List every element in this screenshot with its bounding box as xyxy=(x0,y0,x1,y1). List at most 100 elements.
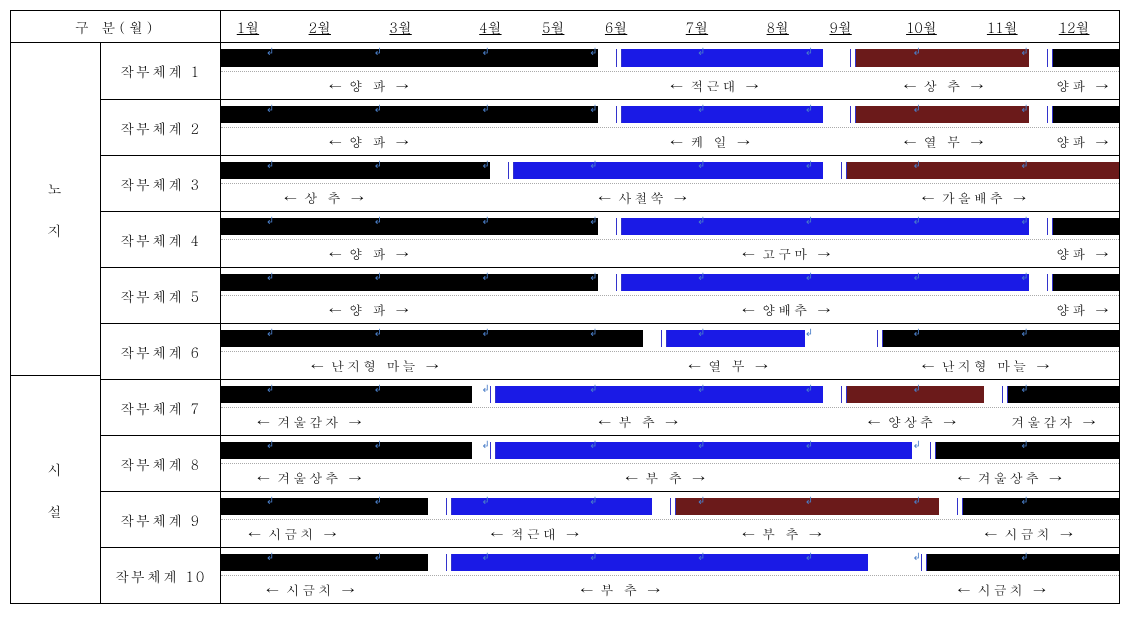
edit-marker-icon: ↲ xyxy=(805,325,813,339)
gantt-bar xyxy=(957,498,1119,515)
bar-separator xyxy=(850,106,856,123)
crop-label: ← 양 파 → xyxy=(329,244,409,263)
crop-label: 겨울감자 → xyxy=(1011,412,1095,431)
crop-label: ← 시금치 → xyxy=(248,524,337,543)
label-track: ← 겨울감자 →← 부 추 →← 양상추 →겨울감자 → xyxy=(221,408,1119,435)
bar-separator xyxy=(877,330,883,347)
month-label: 8월 xyxy=(767,17,789,37)
bar-track: ↲↲↲↲↲↲↲↲ xyxy=(221,156,1119,184)
bar-track: ↲↲↲↲↲↲↲↲ xyxy=(221,43,1119,72)
table-body: 노지시설 작부체계 1↲↲↲↲↲↲↲↲← 양 파 →← 적근대 →← 상 추 →… xyxy=(11,43,1119,603)
bar-separator xyxy=(490,386,496,403)
gantt-bar xyxy=(221,442,472,459)
crop-label: 양파 → xyxy=(1056,244,1108,263)
gantt-bar xyxy=(930,442,1119,459)
bar-track: ↲↲↲↲↲↲↲↲ xyxy=(221,268,1119,296)
schedule-row: 작부체계 1↲↲↲↲↲↲↲↲← 양 파 →← 적근대 →← 상 추 →양파 → xyxy=(101,43,1119,99)
gantt-bar xyxy=(221,274,598,291)
schedule-row: 작부체계 7↲↲↲↲↲↲↲↲← 겨울감자 →← 부 추 →← 양상추 →겨울감자… xyxy=(101,379,1119,435)
crop-label: ← 양 파 → xyxy=(329,76,409,95)
row-label: 작부체계 1 xyxy=(101,43,221,99)
gantt-bar xyxy=(616,218,1029,235)
bar-separator xyxy=(1047,218,1053,235)
gantt-bar xyxy=(841,386,985,403)
label-track: ← 난지형 마늘 →← 열 무 →← 난지형 마늘 → xyxy=(221,352,1119,379)
schedule-row: 작부체계 4↲↲↲↲↲↲↲↲← 양 파 →← 고구마 →양파 → xyxy=(101,211,1119,267)
label-track: ← 상 추 →← 사철쑥 →← 가을배추 → xyxy=(221,184,1119,211)
header-category: 구 분(월) xyxy=(11,11,221,42)
schedule-row: 작부체계 8↲↲↲↲↲↲↲↲← 겨울상추 →← 부 추 →← 겨울상추 → xyxy=(101,435,1119,491)
bar-track: ↲↲↲↲↲↲↲↲ xyxy=(221,548,1119,576)
row-chart: ↲↲↲↲↲↲↲↲← 상 추 →← 사철쑥 →← 가을배추 → xyxy=(221,156,1119,211)
row-chart: ↲↲↲↲↲↲↲↲← 양 파 →← 적근대 →← 상 추 →양파 → xyxy=(221,43,1119,99)
crop-label: ← 겨울상추 → xyxy=(257,468,362,487)
row-chart: ↲↲↲↲↲↲↲↲← 겨울감자 →← 부 추 →← 양상추 →겨울감자 → xyxy=(221,380,1119,435)
bar-track: ↲↲↲↲↲↲↲↲ xyxy=(221,380,1119,408)
crop-label: ← 부 추 → xyxy=(598,412,678,431)
bar-separator xyxy=(616,49,622,67)
gantt-bar xyxy=(1047,218,1119,235)
gantt-bar xyxy=(877,330,1119,347)
bar-separator xyxy=(1047,106,1053,123)
bar-separator xyxy=(616,274,622,291)
gantt-bar xyxy=(221,162,490,179)
crop-label: ← 난지형 마늘 → xyxy=(311,356,439,375)
row-label: 작부체계 6 xyxy=(101,324,221,379)
bar-separator xyxy=(850,49,856,67)
bar-separator xyxy=(490,442,496,459)
row-chart: ↲↲↲↲↲↲↲↲← 양 파 →← 고구마 →양파 → xyxy=(221,212,1119,267)
row-label: 작부체계 3 xyxy=(101,156,221,211)
crop-label: ← 겨울감자 → xyxy=(257,412,362,431)
schedule-row: 작부체계 10↲↲↲↲↲↲↲↲← 시금치 →← 부 추 →← 시금치 → xyxy=(101,547,1119,603)
row-label: 작부체계 9 xyxy=(101,492,221,547)
row-label: 작부체계 5 xyxy=(101,268,221,323)
crop-label: ← 양배추 → xyxy=(742,300,831,319)
gantt-bar xyxy=(221,386,472,403)
bar-separator xyxy=(446,498,452,515)
schedule-row: 작부체계 6↲↲↲↲↲↲↲↲← 난지형 마늘 →← 열 무 →← 난지형 마늘 … xyxy=(101,323,1119,379)
crop-label: ← 상 추 → xyxy=(903,76,983,95)
crop-label: ← 사철쑥 → xyxy=(598,188,687,207)
row-label: 작부체계 10 xyxy=(101,548,221,603)
bar-separator xyxy=(616,218,622,235)
gantt-bar xyxy=(490,386,822,403)
bar-track: ↲↲↲↲↲↲↲↲ xyxy=(221,492,1119,520)
gantt-bar xyxy=(661,330,805,347)
gantt-bar xyxy=(221,554,428,571)
gantt-bar xyxy=(446,498,653,515)
bar-separator xyxy=(930,442,936,459)
crop-label: ← 부 추 → xyxy=(742,524,822,543)
gantt-bar xyxy=(1047,49,1119,67)
gantt-bar xyxy=(508,162,822,179)
label-track: ← 양 파 →← 적근대 →← 상 추 →양파 → xyxy=(221,72,1119,100)
group-cell: 시설 xyxy=(11,375,100,603)
crop-label: 양파 → xyxy=(1056,76,1108,95)
bar-track: ↲↲↲↲↲↲↲↲ xyxy=(221,324,1119,352)
row-chart: ↲↲↲↲↲↲↲↲← 난지형 마늘 →← 열 무 →← 난지형 마늘 → xyxy=(221,324,1119,379)
bar-track: ↲↲↲↲↲↲↲↲ xyxy=(221,100,1119,128)
rows-column: 작부체계 1↲↲↲↲↲↲↲↲← 양 파 →← 적근대 →← 상 추 →양파 →작… xyxy=(101,43,1119,603)
gantt-bar xyxy=(1047,274,1119,291)
bar-separator xyxy=(1047,274,1053,291)
edit-marker-icon: ↲ xyxy=(912,437,920,451)
gantt-bar xyxy=(850,106,1030,123)
gantt-bar xyxy=(490,442,912,459)
schedule-row: 작부체계 9↲↲↲↲↲↲↲↲← 시금치 →← 적근대 →← 부 추 →← 시금치… xyxy=(101,491,1119,547)
group-cell: 노지 xyxy=(11,43,100,375)
crop-label: ← 시금치 → xyxy=(957,580,1046,599)
label-track: ← 양 파 →← 케 일 →← 열 무 →양파 → xyxy=(221,128,1119,155)
gantt-bar xyxy=(221,218,598,235)
gantt-bar xyxy=(616,274,1029,291)
row-label: 작부체계 7 xyxy=(101,380,221,435)
crop-label: ← 난지형 마늘 → xyxy=(921,356,1049,375)
month-label: 2월 xyxy=(309,17,331,37)
bar-track: ↲↲↲↲↲↲↲↲ xyxy=(221,212,1119,240)
crop-label: 양파 → xyxy=(1056,132,1108,151)
month-label: 12월 xyxy=(1059,17,1090,37)
crop-label: ← 열 무 → xyxy=(903,132,983,151)
row-label: 작부체계 4 xyxy=(101,212,221,267)
crop-label: 양파 → xyxy=(1056,300,1108,319)
crop-label: ← 부 추 → xyxy=(580,580,660,599)
crop-label: ← 적근대 → xyxy=(490,524,579,543)
header-months: 1월2월3월4월5월6월7월8월9월10월11월12월 xyxy=(221,11,1119,42)
